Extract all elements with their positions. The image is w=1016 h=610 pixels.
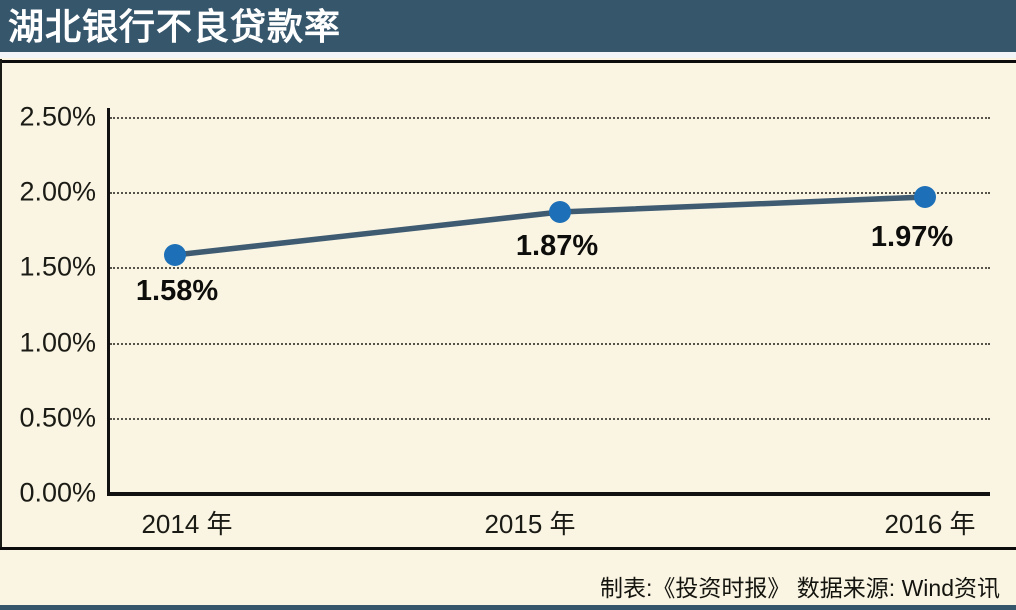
y-tick-label: 0.50% (19, 402, 96, 433)
gridline (110, 417, 990, 420)
y-tick-label: 2.00% (19, 176, 96, 207)
titlebar-rule (0, 60, 1016, 63)
source-note: 制表:《投资时报》 数据来源: Wind资讯 (600, 575, 1000, 601)
data-point-value-label: 1.87% (515, 230, 599, 262)
data-point-marker (549, 201, 571, 223)
y-tick-label: 0.00% (19, 477, 96, 508)
page-title: 湖北银行不良贷款率 (8, 6, 342, 47)
bottom-bar (0, 605, 1016, 610)
y-tick-label: 1.50% (19, 251, 96, 282)
titlebar-light-strip (0, 52, 1016, 58)
data-point-value-label: 1.97% (870, 221, 954, 253)
title-bar: 湖北银行不良贷款率 (0, 0, 1016, 52)
y-tick-label: 1.00% (19, 327, 96, 358)
x-tick-label: 2014 年 (141, 509, 233, 539)
gridline (110, 267, 990, 270)
gridline (110, 117, 990, 119)
y-axis-line (107, 108, 110, 496)
x-axis-line (107, 492, 990, 496)
x-tick-label: 2015 年 (484, 509, 576, 539)
y-tick-label: 2.50% (19, 101, 96, 132)
gridline (110, 342, 990, 345)
data-point-marker (164, 244, 186, 266)
left-edge-rule (0, 59, 2, 548)
x-tick-label: 2016 年 (884, 509, 976, 539)
footer-divider (0, 547, 1016, 550)
gridline (110, 192, 990, 195)
data-point-marker (914, 186, 936, 208)
data-point-value-label: 1.58% (135, 275, 219, 307)
